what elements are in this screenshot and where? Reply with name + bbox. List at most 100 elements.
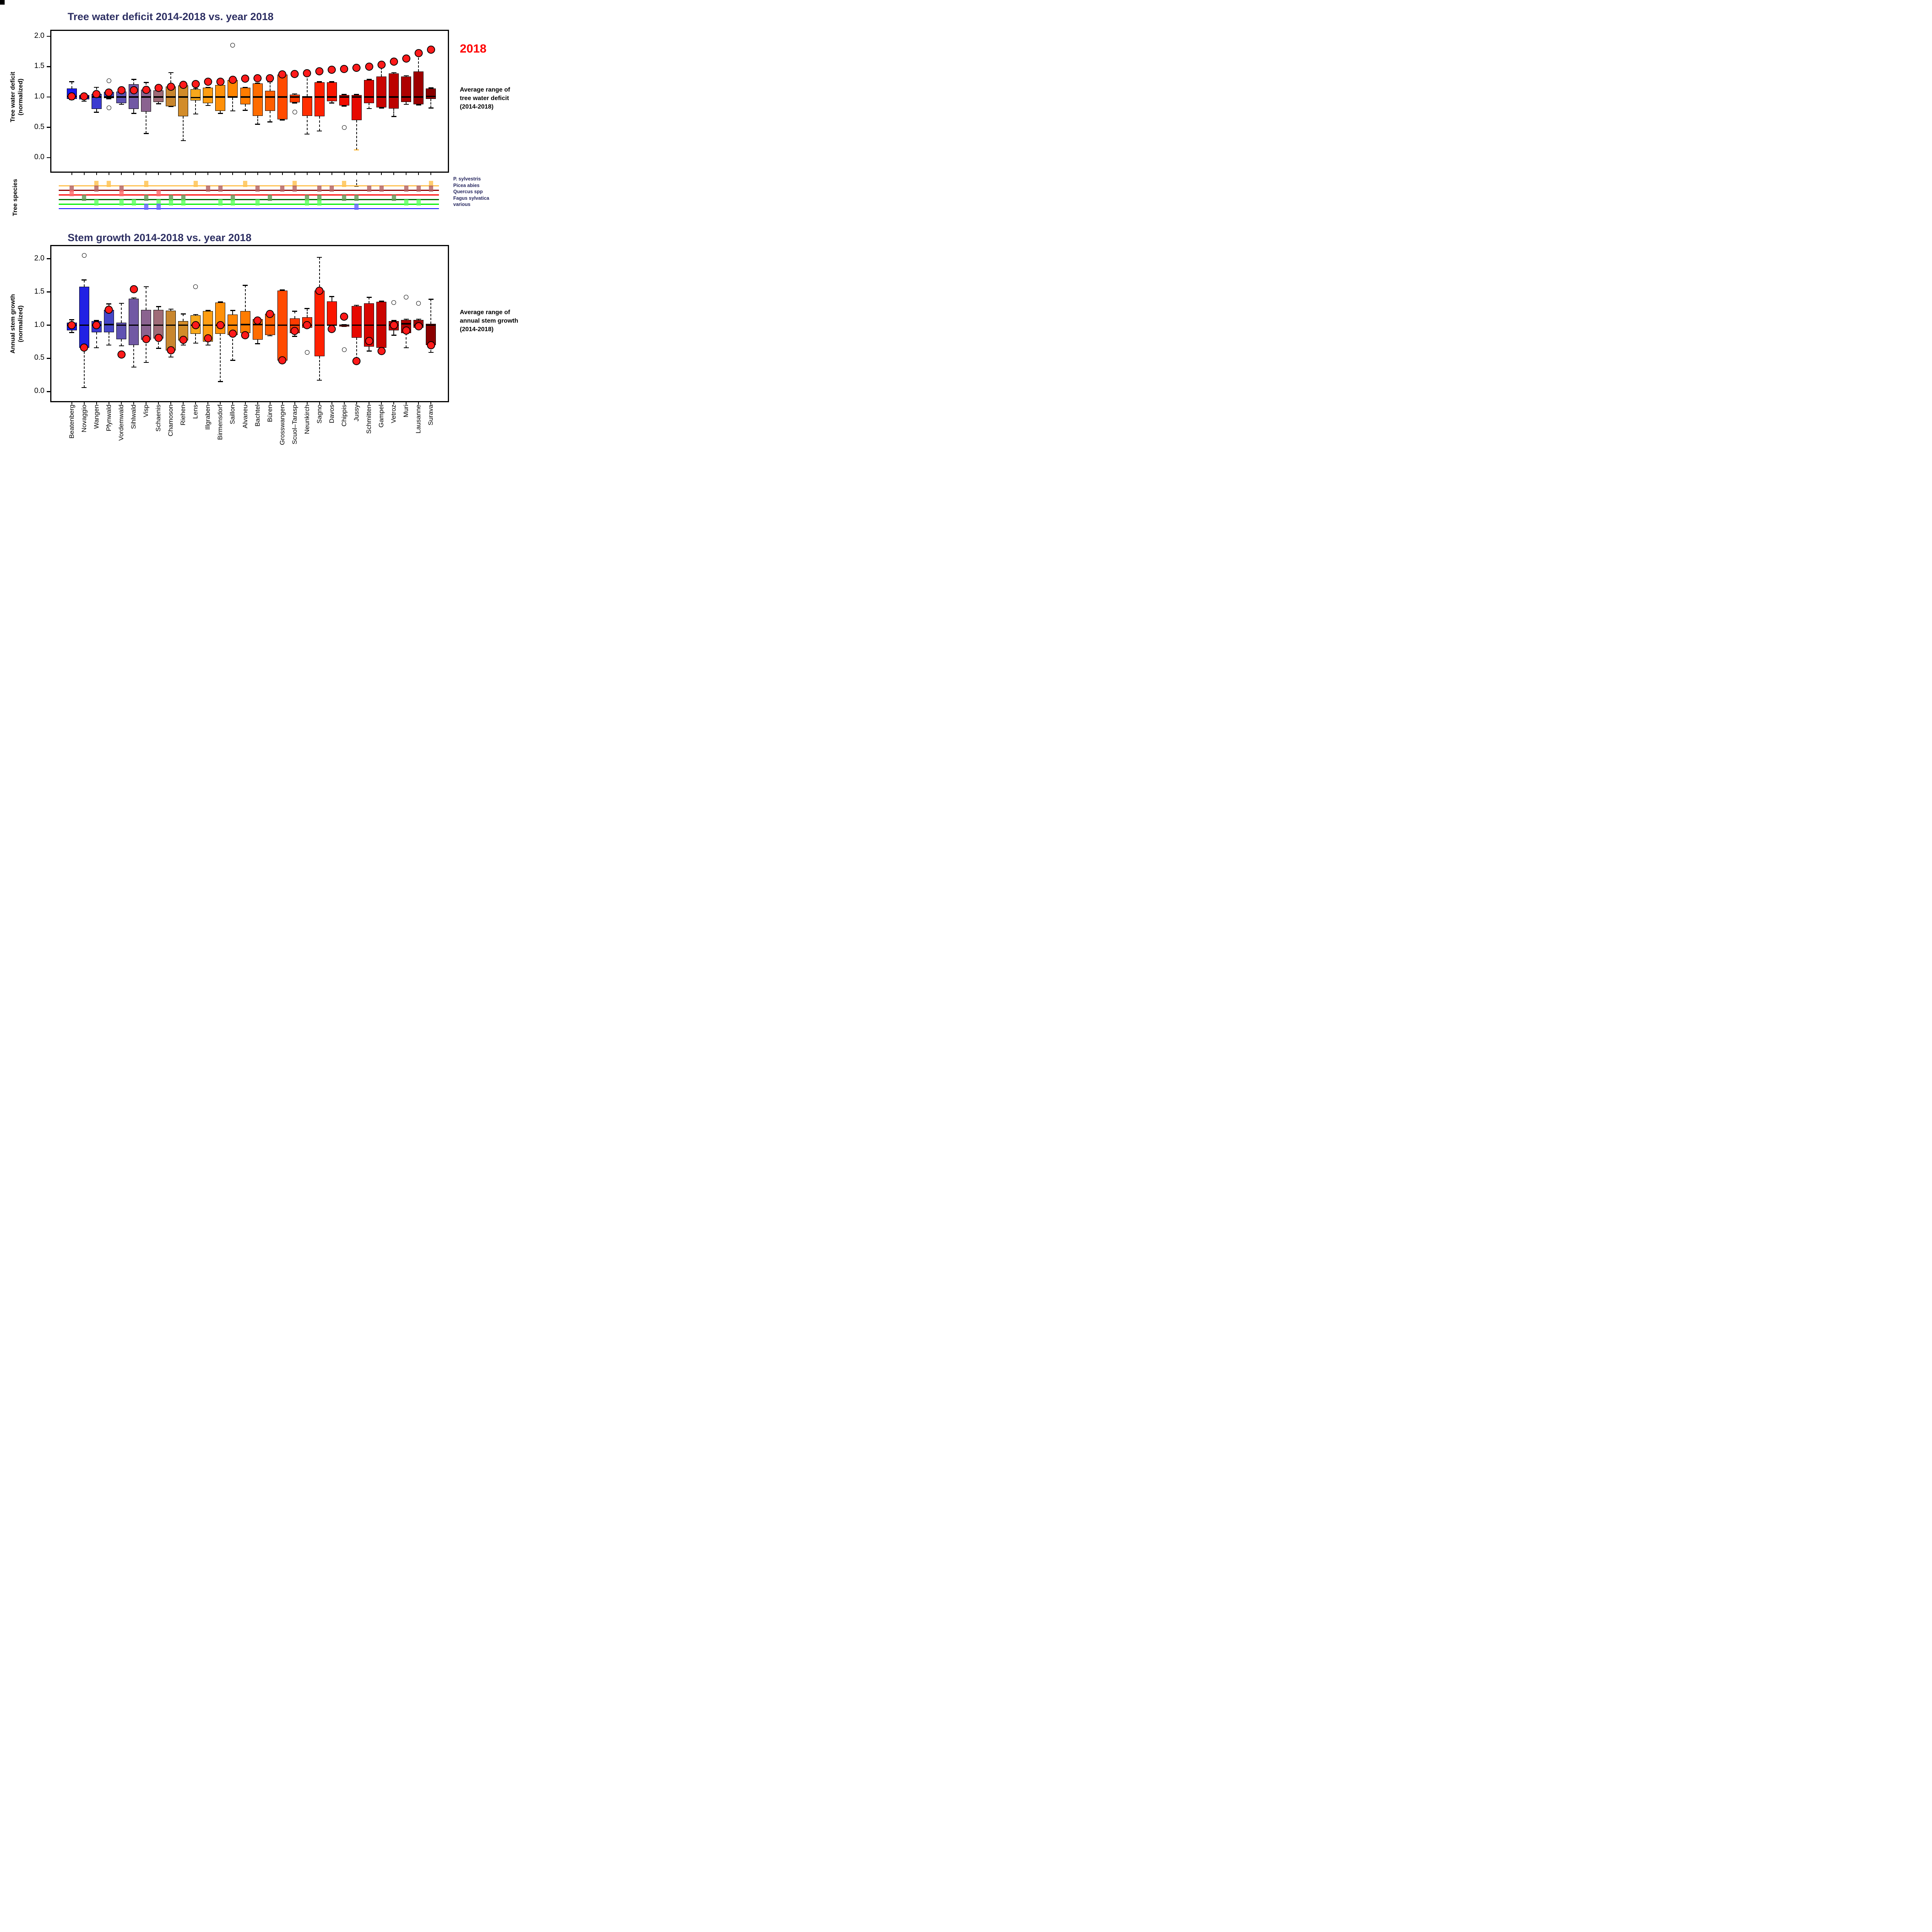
species-marker bbox=[230, 194, 235, 201]
whisker-lower-cap bbox=[403, 347, 409, 349]
x-tick-mark bbox=[96, 402, 97, 405]
median-line bbox=[376, 324, 387, 326]
x-tick-mark bbox=[257, 402, 258, 405]
dot-2018-Scuol–Tarasp bbox=[291, 327, 299, 335]
species-marker bbox=[379, 185, 384, 192]
species-marker bbox=[144, 194, 148, 201]
dot-2018-Gampel bbox=[377, 61, 386, 69]
species-marker bbox=[94, 199, 99, 206]
whisker-upper-cap bbox=[391, 320, 396, 321]
whisker-lower-cap bbox=[267, 335, 273, 337]
outlier-point bbox=[106, 105, 111, 111]
box-Neunkirch bbox=[302, 96, 312, 116]
species-marker bbox=[94, 181, 99, 187]
x-tick-mark bbox=[121, 402, 122, 405]
x-tick-mark bbox=[195, 402, 196, 405]
species-marker bbox=[119, 190, 124, 196]
whisker-lower-stem bbox=[133, 109, 134, 114]
median-line bbox=[289, 96, 300, 98]
x-tick-mark bbox=[195, 173, 196, 175]
species-axis-label-text: Tree species bbox=[12, 179, 19, 216]
dot-2018-Surava bbox=[427, 341, 435, 349]
species-marker bbox=[94, 185, 99, 192]
y-tick-mark bbox=[47, 258, 50, 259]
y-tick-mark bbox=[47, 391, 50, 392]
whisker-upper-cap bbox=[168, 308, 173, 310]
whisker-lower-stem bbox=[207, 342, 209, 345]
dot-2018-Lens bbox=[191, 80, 200, 88]
dot-2018-Pfynwald bbox=[105, 306, 113, 314]
median-line bbox=[153, 324, 164, 326]
dot-2018-Schaenis bbox=[154, 83, 163, 92]
species-marker bbox=[218, 199, 223, 206]
dot-2018-Chamoson bbox=[167, 346, 175, 355]
median-line bbox=[351, 96, 362, 98]
whisker-lower-cap bbox=[379, 107, 384, 109]
dot-2018-Davos bbox=[328, 325, 336, 333]
x-tick-mark bbox=[220, 402, 221, 405]
species-label-P. sylvestris: P. sylvestris bbox=[453, 176, 481, 182]
y-axis-label-bottom-line1: Annual stem growth bbox=[10, 294, 16, 354]
whisker-upper-stem bbox=[381, 64, 382, 77]
whisker-upper-cap bbox=[428, 299, 434, 300]
species-line-Fagus sylvatica bbox=[59, 199, 439, 200]
x-tick-mark bbox=[319, 402, 320, 405]
whisker-upper-stem bbox=[306, 74, 308, 97]
outlier-point bbox=[391, 300, 396, 305]
dot-2018-Pfynwald bbox=[105, 88, 113, 97]
site-label-Sagno: Sagno bbox=[315, 405, 323, 424]
whisker-upper-stem bbox=[158, 306, 159, 310]
box-Alvaneu bbox=[240, 311, 250, 333]
dot-2018-Sagno bbox=[315, 286, 324, 295]
whisker-upper-stem bbox=[170, 309, 172, 311]
whisker-lower-stem bbox=[183, 116, 184, 141]
whisker-upper-cap bbox=[243, 285, 248, 286]
x-tick-mark bbox=[430, 173, 432, 175]
whisker-lower-cap bbox=[329, 102, 335, 104]
median-line bbox=[240, 96, 250, 98]
y-tick-mark bbox=[47, 358, 50, 359]
median-line bbox=[327, 96, 337, 98]
median-line bbox=[215, 96, 226, 98]
median-line bbox=[426, 324, 436, 326]
dot-2018-Beatenberg bbox=[68, 92, 76, 100]
x-tick-mark bbox=[232, 173, 233, 175]
site-label-Sihlwald: Sihlwald bbox=[130, 405, 138, 429]
x-tick-mark bbox=[381, 173, 382, 175]
species-marker bbox=[342, 194, 347, 201]
whisker-upper-cap bbox=[379, 301, 384, 302]
x-tick-mark bbox=[319, 173, 320, 175]
box-Vetroz bbox=[389, 73, 399, 109]
species-marker bbox=[416, 199, 421, 206]
whisker-upper-cap bbox=[317, 81, 322, 82]
x-tick-mark bbox=[282, 173, 283, 175]
x-tick-mark bbox=[170, 173, 172, 175]
median-line bbox=[401, 323, 412, 325]
whisker-upper-cap bbox=[94, 320, 99, 321]
whisker-lower-stem bbox=[158, 338, 159, 349]
x-tick-mark bbox=[418, 402, 419, 405]
species-marker bbox=[354, 204, 359, 210]
dot-2018-Chamoson bbox=[167, 82, 175, 91]
species-marker bbox=[317, 194, 322, 201]
species-marker bbox=[293, 181, 297, 187]
species-marker bbox=[144, 181, 148, 187]
whisker-upper-cap bbox=[230, 310, 235, 311]
species-marker bbox=[144, 204, 148, 210]
whisker-lower-cap bbox=[119, 104, 124, 105]
corner-artifact bbox=[0, 0, 5, 5]
y-tick-mark bbox=[47, 36, 50, 37]
median-line bbox=[141, 96, 151, 98]
species-marker bbox=[168, 199, 173, 206]
dot-2018-Chippis bbox=[340, 65, 349, 73]
x-tick-mark bbox=[207, 402, 209, 405]
site-label-Scuol–Tarasp: Scuol–Tarasp bbox=[291, 405, 298, 445]
x-tick-mark bbox=[121, 173, 122, 175]
box-Scuol–Tarasp bbox=[289, 94, 300, 103]
whisker-lower-cap bbox=[180, 344, 186, 346]
whisker-upper-stem bbox=[183, 314, 184, 321]
whisker-upper-stem bbox=[306, 308, 308, 317]
x-tick-mark bbox=[344, 173, 345, 175]
whisker-lower-cap bbox=[230, 110, 235, 112]
whisker-upper-cap bbox=[366, 79, 372, 80]
